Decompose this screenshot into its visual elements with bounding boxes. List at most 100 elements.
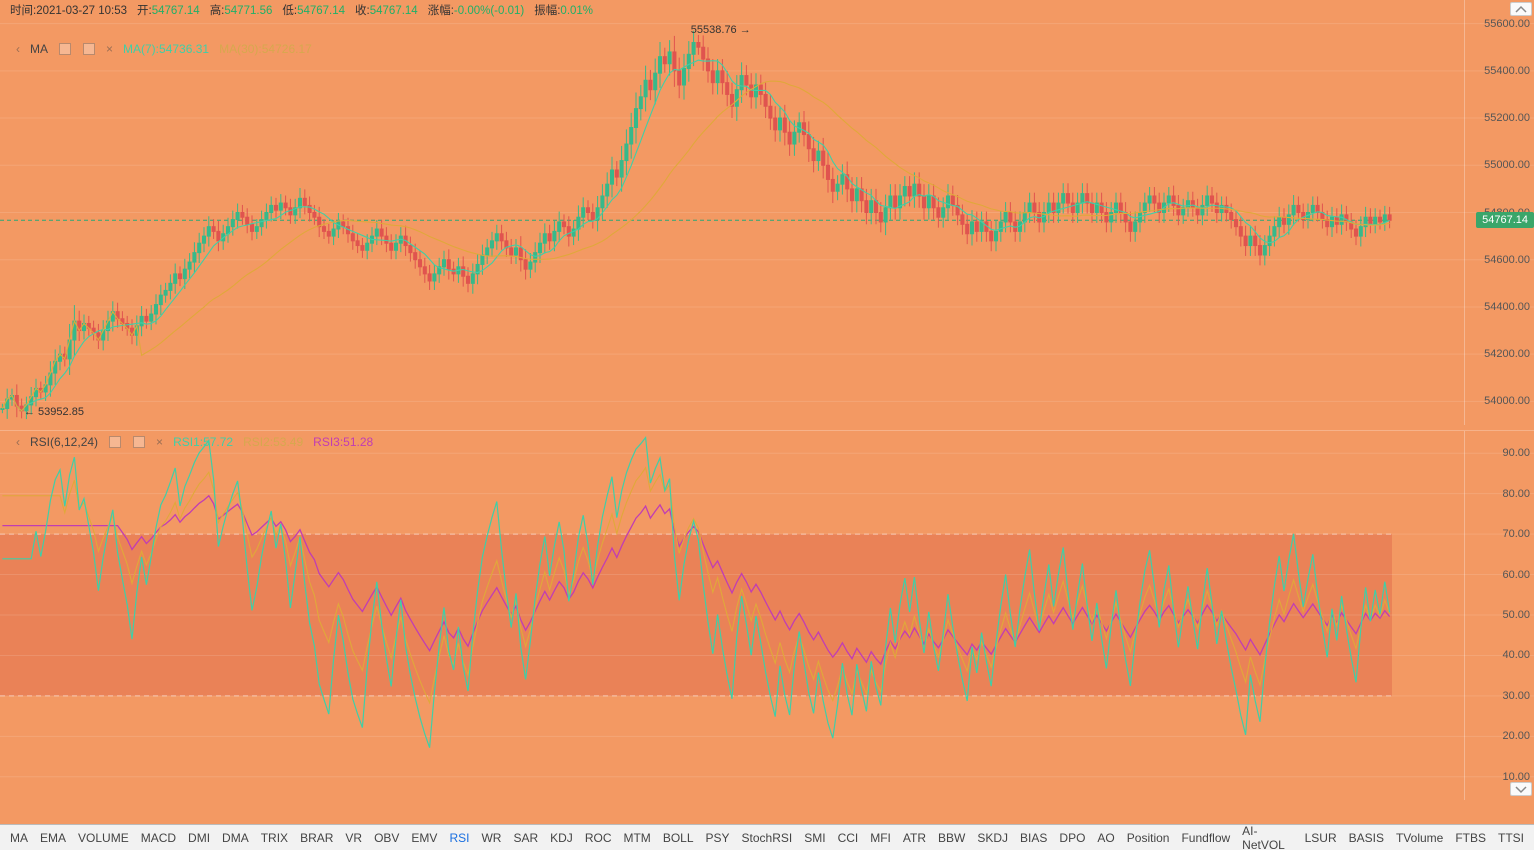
indicator-btn-lsur[interactable]: LSUR: [1299, 831, 1343, 845]
chg-label: 涨幅:: [428, 5, 454, 17]
low-value: 54767.14: [297, 5, 345, 17]
price-ytick: 55600.00: [1484, 18, 1530, 30]
indicator-btn-ttsi[interactable]: TTSI: [1492, 831, 1530, 845]
indicator-btn-kdj[interactable]: KDJ: [544, 831, 579, 845]
rsi-ytick: 10.00: [1502, 771, 1530, 783]
close-value: 54767.14: [370, 5, 418, 17]
close-label: 收:: [355, 5, 370, 17]
rsi-indicator-name: RSI(6,12,24): [30, 435, 98, 449]
indicator-btn-emv[interactable]: EMV: [405, 831, 443, 845]
open-label: 开:: [137, 5, 152, 17]
price-ytick: 54000.00: [1484, 395, 1530, 407]
indicator-btn-sar[interactable]: SAR: [507, 831, 544, 845]
rsi-settings-icon[interactable]: [109, 436, 121, 448]
low-label: 低:: [282, 5, 297, 17]
indicator-btn-tvolume[interactable]: TVolume: [1390, 831, 1449, 845]
indicator-btn-mtm[interactable]: MTM: [617, 831, 656, 845]
price-peak-label: 55538.76 →: [691, 24, 751, 36]
price-chart-svg[interactable]: [0, 0, 1534, 425]
price-ytick: 54600.00: [1484, 254, 1530, 266]
indicator-btn-roc[interactable]: ROC: [579, 831, 618, 845]
ma-settings-icon[interactable]: [59, 43, 71, 55]
rsi-panel[interactable]: ‹ RSI(6,12,24) × RSI1:57.72 RSI2:53.49 R…: [0, 430, 1534, 800]
indicator-btn-ema[interactable]: EMA: [34, 831, 72, 845]
indicator-btn-fundflow[interactable]: Fundflow: [1175, 831, 1236, 845]
price-ytick: 55400.00: [1484, 65, 1530, 77]
indicator-btn-position[interactable]: Position: [1121, 831, 1176, 845]
rsi-ytick: 20.00: [1502, 730, 1530, 742]
toggle-arrow-icon[interactable]: ‹: [16, 435, 20, 449]
indicator-btn-ai-netvol[interactable]: AI-NetVOL: [1236, 824, 1298, 850]
rsi-panel-collapse[interactable]: [1510, 782, 1532, 796]
indicator-btn-bias[interactable]: BIAS: [1014, 831, 1053, 845]
indicator-btn-skdj[interactable]: SKDJ: [971, 831, 1014, 845]
current-price-tag: 54767.14: [1476, 212, 1534, 228]
ma30-label: MA(30):54726.17: [219, 42, 312, 56]
chg-value: -0.00%(-0.01): [454, 5, 524, 17]
indicator-btn-basis[interactable]: BASIS: [1343, 831, 1390, 845]
time-label: 时间:: [10, 5, 36, 17]
rsi3-label: RSI3:51.28: [313, 435, 373, 449]
rsi-yaxis: 90.00 80.00 70.00 60.00 50.00 40.00 30.00 20.00…: [1464, 431, 1534, 800]
indicator-btn-wr[interactable]: WR: [475, 831, 507, 845]
rsi-chart-svg[interactable]: [0, 431, 1534, 801]
rsi1-label: RSI1:57.72: [173, 435, 233, 449]
indicator-btn-macd[interactable]: MACD: [135, 831, 182, 845]
ma-info-row: ‹ MA × MA(7):54736.31 MA(30):54726.17: [16, 42, 312, 56]
indicator-btn-boll[interactable]: BOLL: [657, 831, 700, 845]
indicator-btn-atr[interactable]: ATR: [897, 831, 932, 845]
rsi-ytick: 40.00: [1502, 649, 1530, 661]
ma7-label: MA(7):54736.31: [123, 42, 209, 56]
indicator-btn-smi[interactable]: SMI: [798, 831, 831, 845]
indicator-btn-bbw[interactable]: BBW: [932, 831, 971, 845]
price-trough-label: ← 53952.85: [24, 406, 84, 418]
rsi-ytick: 30.00: [1502, 690, 1530, 702]
indicator-btn-brar[interactable]: BRAR: [294, 831, 339, 845]
toggle-arrow-icon[interactable]: ‹: [16, 42, 20, 56]
indicator-btn-dma[interactable]: DMA: [216, 831, 255, 845]
indicator-btn-ao[interactable]: AO: [1091, 831, 1120, 845]
amp-value: 0.01%: [560, 5, 593, 17]
ma-visibility-icon[interactable]: [83, 43, 95, 55]
high-value: 54771.56: [224, 5, 272, 17]
price-ytick: 55200.00: [1484, 112, 1530, 124]
rsi-ytick: 90.00: [1502, 447, 1530, 459]
rsi-ytick: 80.00: [1502, 488, 1530, 500]
time-value: 2021-03-27 10:53: [36, 5, 127, 17]
price-panel-collapse[interactable]: [1510, 2, 1532, 16]
price-ytick: 55000.00: [1484, 159, 1530, 171]
indicators-footer[interactable]: MAEMAVOLUMEMACDDMIDMATRIXBRARVROBVEMVRSI…: [0, 824, 1534, 850]
indicator-btn-dmi[interactable]: DMI: [182, 831, 216, 845]
price-yaxis: 55600.0055400.0055200.0055000.0054800.00…: [1464, 0, 1534, 425]
rsi-visibility-icon[interactable]: [133, 436, 145, 448]
rsi-info-row: ‹ RSI(6,12,24) × RSI1:57.72 RSI2:53.49 R…: [16, 435, 373, 449]
indicator-btn-rsi[interactable]: RSI: [443, 831, 475, 845]
indicator-btn-psy[interactable]: PSY: [700, 831, 736, 845]
indicator-btn-volume[interactable]: VOLUME: [72, 831, 135, 845]
rsi-ytick: 70.00: [1502, 528, 1530, 540]
rsi-ytick: 60.00: [1502, 569, 1530, 581]
chevron-up-icon: [1516, 7, 1526, 12]
chevron-down-icon: [1516, 787, 1526, 792]
ohlc-info-row: 时间:2021-03-27 10:53 开:54767.14 高:54771.5…: [10, 2, 593, 18]
price-ytick: 54200.00: [1484, 348, 1530, 360]
indicator-btn-trix[interactable]: TRIX: [255, 831, 294, 845]
indicator-btn-cci[interactable]: CCI: [832, 831, 865, 845]
indicator-btn-stochrsi[interactable]: StochRSI: [736, 831, 799, 845]
indicator-btn-dpo[interactable]: DPO: [1053, 831, 1091, 845]
indicator-btn-ftbs[interactable]: FTBS: [1449, 831, 1492, 845]
rsi2-label: RSI2:53.49: [243, 435, 303, 449]
indicator-btn-ma[interactable]: MA: [4, 831, 34, 845]
ma-indicator-name: MA: [30, 42, 48, 56]
open-value: 54767.14: [152, 5, 200, 17]
rsi-close-icon[interactable]: ×: [156, 435, 163, 449]
price-ytick: 54400.00: [1484, 301, 1530, 313]
amp-label: 振幅:: [534, 5, 560, 17]
rsi-ytick: 50.00: [1502, 609, 1530, 621]
price-panel[interactable]: 时间:2021-03-27 10:53 开:54767.14 高:54771.5…: [0, 0, 1534, 425]
indicator-btn-vr[interactable]: VR: [339, 831, 368, 845]
indicator-btn-obv[interactable]: OBV: [368, 831, 405, 845]
ma-close-icon[interactable]: ×: [106, 42, 113, 56]
indicator-btn-mfi[interactable]: MFI: [864, 831, 897, 845]
high-label: 高:: [210, 5, 225, 17]
